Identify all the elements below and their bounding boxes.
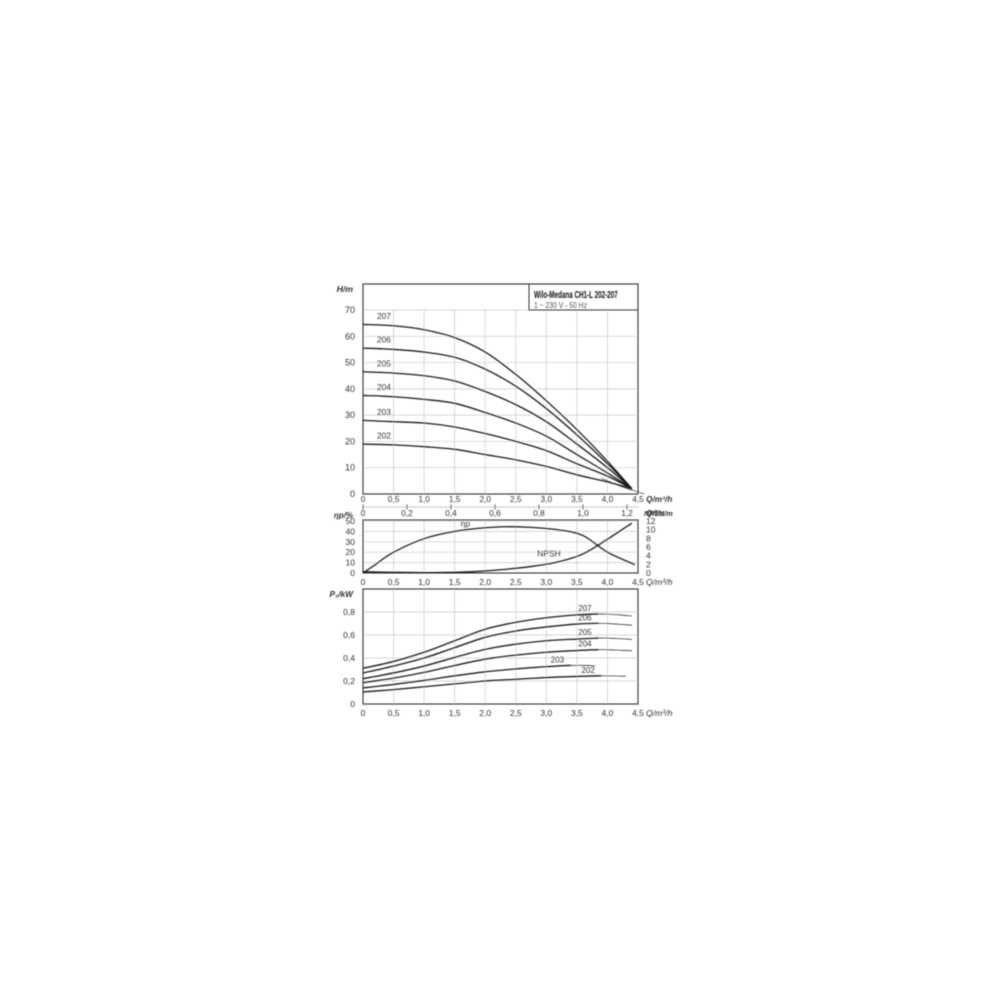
svg-text:202: 202	[581, 666, 595, 675]
svg-text:3,5: 3,5	[571, 708, 583, 718]
svg-text:0: 0	[361, 494, 366, 504]
svg-text:1,0: 1,0	[577, 508, 589, 518]
svg-text:30: 30	[346, 537, 356, 547]
svg-text:2,5: 2,5	[510, 708, 522, 718]
svg-text:207: 207	[578, 604, 592, 613]
svg-text:0: 0	[361, 577, 366, 587]
svg-text:0,5: 0,5	[388, 494, 400, 504]
svg-text:1,0: 1,0	[418, 577, 430, 587]
svg-text:206: 206	[578, 613, 592, 622]
svg-text:20: 20	[345, 436, 355, 446]
svg-text:0: 0	[350, 568, 355, 578]
svg-text:0: 0	[350, 699, 355, 709]
svg-text:205: 205	[377, 358, 391, 368]
svg-text:0,6: 0,6	[489, 508, 501, 518]
svg-text:3,5: 3,5	[571, 577, 583, 587]
svg-text:0,2: 0,2	[343, 676, 355, 686]
svg-text:2,0: 2,0	[479, 708, 491, 718]
svg-text:4,0: 4,0	[602, 494, 614, 504]
svg-text:206: 206	[377, 335, 391, 345]
svg-text:1,5: 1,5	[449, 577, 461, 587]
svg-text:3,0: 3,0	[541, 494, 553, 504]
svg-text:1,2: 1,2	[621, 508, 633, 518]
svg-text:NPSH/m: NPSH/m	[644, 509, 673, 518]
svg-text:4,0: 4,0	[602, 708, 614, 718]
svg-text:4,5: 4,5	[632, 708, 644, 718]
svg-text:6: 6	[646, 542, 651, 552]
svg-text:1,5: 1,5	[449, 494, 461, 504]
svg-text:3,0: 3,0	[540, 577, 552, 587]
svg-text:203: 203	[551, 655, 565, 664]
svg-text:2,0: 2,0	[479, 577, 491, 587]
svg-text:50: 50	[345, 358, 355, 368]
svg-text:205: 205	[578, 628, 592, 637]
svg-text:Q/m³/h: Q/m³/h	[646, 494, 672, 504]
svg-text:60: 60	[345, 331, 355, 341]
svg-text:0: 0	[350, 489, 355, 499]
svg-text:0,4: 0,4	[343, 653, 355, 663]
svg-text:4: 4	[646, 551, 651, 561]
svg-text:40: 40	[345, 384, 355, 394]
svg-text:0,5: 0,5	[388, 708, 400, 718]
svg-text:Q/m³/h: Q/m³/h	[646, 708, 673, 718]
svg-text:2: 2	[646, 559, 651, 569]
svg-text:NPSH: NPSH	[537, 549, 561, 559]
svg-text:70: 70	[345, 305, 355, 315]
svg-text:10: 10	[646, 525, 656, 535]
svg-text:Q/m³/h: Q/m³/h	[646, 577, 673, 587]
svg-text:202: 202	[377, 431, 391, 441]
svg-text:0,5: 0,5	[388, 577, 400, 587]
svg-text:2,5: 2,5	[510, 494, 522, 504]
svg-text:204: 204	[377, 382, 391, 392]
svg-text:204: 204	[578, 640, 592, 649]
svg-text:3,5: 3,5	[571, 494, 583, 504]
svg-text:1 ~ 230 V - 50 Hz: 1 ~ 230 V - 50 Hz	[534, 300, 587, 310]
svg-text:1,0: 1,0	[418, 494, 430, 504]
svg-text:20: 20	[346, 547, 356, 557]
svg-text:207: 207	[377, 311, 391, 321]
svg-text:0,6: 0,6	[343, 630, 355, 640]
svg-text:ηp: ηp	[461, 518, 471, 528]
svg-text:4,5: 4,5	[632, 577, 644, 587]
svg-text:0: 0	[361, 508, 366, 518]
svg-text:0,8: 0,8	[533, 508, 545, 518]
svg-text:0,4: 0,4	[445, 508, 457, 518]
svg-text:1,0: 1,0	[418, 708, 430, 718]
svg-text:2,0: 2,0	[479, 494, 491, 504]
svg-text:30: 30	[345, 410, 355, 420]
svg-text:4,5: 4,5	[632, 494, 644, 504]
svg-text:10: 10	[345, 463, 355, 473]
svg-text:1,5: 1,5	[449, 708, 461, 718]
svg-text:ηp/%: ηp/%	[334, 511, 353, 520]
svg-text:0,8: 0,8	[343, 607, 355, 617]
svg-text:2,5: 2,5	[510, 577, 522, 587]
svg-text:0: 0	[361, 708, 366, 718]
svg-text:3,0: 3,0	[540, 708, 552, 718]
svg-text:203: 203	[377, 407, 391, 417]
svg-text:8: 8	[646, 533, 651, 543]
svg-text:4,0: 4,0	[602, 577, 614, 587]
svg-text:P₂/kW: P₂/kW	[330, 589, 355, 599]
svg-text:10: 10	[346, 558, 356, 568]
svg-text:Wilo-Medana CH1-L 202-207: Wilo-Medana CH1-L 202-207	[534, 288, 618, 300]
svg-text:H/m: H/m	[337, 284, 354, 294]
svg-text:0,2: 0,2	[401, 508, 413, 518]
svg-text:40: 40	[346, 526, 356, 536]
